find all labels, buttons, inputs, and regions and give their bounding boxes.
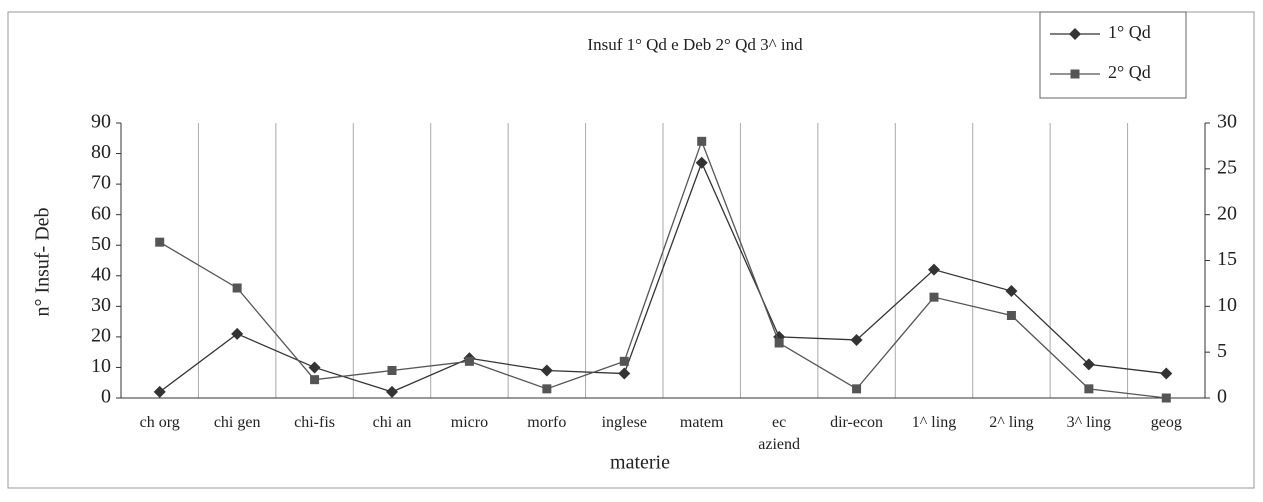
point bbox=[232, 283, 242, 293]
series-line bbox=[159, 139, 1167, 399]
point bbox=[1005, 285, 1018, 298]
x-tick-label: geog bbox=[1150, 414, 1182, 431]
y-axis-title: n° Insuf- Deb bbox=[32, 207, 54, 316]
x-tick-label: 1^ ling bbox=[911, 414, 957, 431]
legend-label: 2° Qd bbox=[1108, 62, 1151, 82]
x-tick-label: morfo bbox=[527, 414, 567, 431]
y-tick-label: 70 bbox=[91, 172, 111, 194]
point bbox=[1082, 358, 1095, 371]
point bbox=[852, 384, 862, 394]
y2-tick-label: 5 bbox=[1217, 340, 1227, 362]
x-axis-title: materie bbox=[610, 452, 670, 474]
point bbox=[1084, 384, 1094, 394]
y-tick-label: 90 bbox=[91, 111, 111, 133]
point bbox=[464, 356, 474, 366]
x-tick-label: 3^ ling bbox=[1066, 414, 1112, 431]
series-line bbox=[159, 160, 1167, 393]
y-tick-label: 50 bbox=[91, 233, 111, 255]
x-tick-label: chi gen bbox=[213, 414, 261, 431]
y2-tick-label: 15 bbox=[1217, 248, 1237, 270]
y-tick-label: 0 bbox=[101, 386, 111, 408]
y-tick-label: 60 bbox=[91, 202, 111, 224]
point bbox=[155, 237, 165, 247]
y2-tick-label: 20 bbox=[1217, 202, 1237, 224]
point bbox=[542, 384, 552, 394]
point bbox=[697, 136, 707, 146]
point bbox=[310, 375, 320, 385]
point bbox=[695, 156, 708, 169]
x-tick-label: matem bbox=[679, 414, 724, 431]
x-tick-label: micro bbox=[450, 414, 489, 431]
point bbox=[153, 385, 166, 398]
x-tick-label: chi-fis bbox=[294, 414, 335, 431]
y2-tick-label: 10 bbox=[1217, 294, 1237, 316]
point bbox=[386, 385, 398, 398]
y2-tick-label: 0 bbox=[1217, 386, 1227, 408]
point bbox=[928, 263, 940, 276]
point bbox=[1006, 311, 1016, 320]
y-tick-label: 20 bbox=[91, 324, 111, 346]
point bbox=[619, 356, 629, 366]
chart-border bbox=[7, 11, 1255, 489]
point bbox=[308, 361, 321, 374]
point bbox=[231, 327, 244, 340]
y-tick-label: 40 bbox=[91, 263, 111, 285]
x-tick-label: chi an bbox=[372, 414, 412, 431]
point bbox=[850, 333, 863, 346]
point bbox=[618, 367, 631, 380]
y-tick-label: 80 bbox=[91, 141, 111, 163]
legend-label: 1° Qd bbox=[1108, 22, 1151, 42]
chart-title: Insuf 1° Qd e Deb 2° Qd 3^ ind bbox=[587, 35, 803, 54]
legend-box bbox=[1039, 11, 1187, 99]
x-tick-label: 2^ ling bbox=[989, 414, 1034, 431]
y-tick-label: 10 bbox=[91, 355, 111, 377]
y2-tick-label: 30 bbox=[1217, 111, 1237, 133]
point bbox=[929, 292, 939, 302]
y-tick-label: 30 bbox=[91, 294, 111, 316]
x-tick-label: ch org bbox=[139, 414, 180, 431]
x-tick-label: ec aziend bbox=[758, 414, 801, 453]
point bbox=[1160, 367, 1173, 380]
y2-tick-label: 25 bbox=[1217, 156, 1237, 178]
x-tick-label: inglese bbox=[601, 414, 647, 431]
point bbox=[1161, 393, 1171, 403]
point bbox=[1069, 28, 1081, 40]
point bbox=[774, 338, 784, 348]
x-tick-label: dir-econ bbox=[830, 414, 884, 431]
point bbox=[387, 366, 397, 375]
point bbox=[1070, 69, 1080, 79]
point bbox=[540, 364, 553, 377]
